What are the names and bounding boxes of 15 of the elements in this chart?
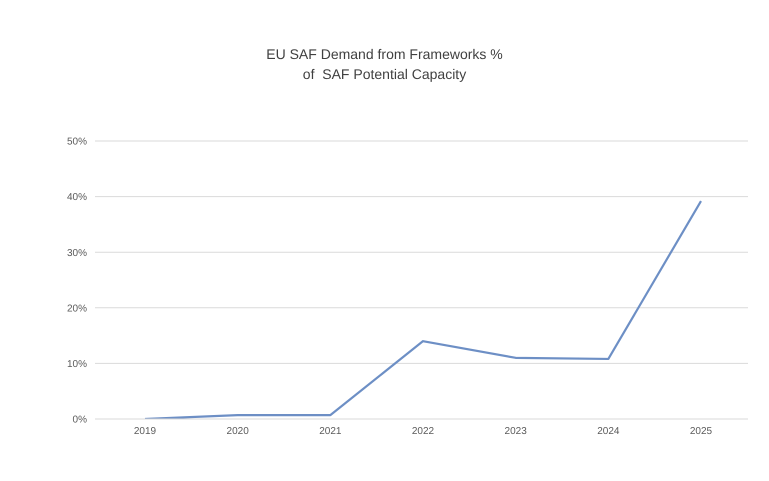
x-tick-label: 2023 — [504, 426, 528, 438]
chart-title: EU SAF Demand from Frameworks % of SAF Potential Capacity — [265, 45, 504, 84]
x-tick-label: 2025 — [690, 426, 713, 438]
x-tick-label: 2024 — [597, 426, 620, 438]
y-tick-label: 40% — [66, 192, 88, 204]
x-tick-label: 2019 — [134, 426, 157, 438]
x-tick-label: 2021 — [319, 426, 342, 438]
line-series — [144, 200, 702, 419]
y-tick-label: 20% — [66, 303, 88, 314]
y-tick-label: 30% — [66, 248, 88, 259]
x-tick-label: 2020 — [226, 426, 250, 438]
y-tick-label: 0% — [72, 414, 88, 426]
y-tick-label: 50% — [66, 136, 88, 148]
x-tick-label: 2022 — [412, 426, 435, 438]
y-tick-label: 10% — [66, 358, 88, 370]
